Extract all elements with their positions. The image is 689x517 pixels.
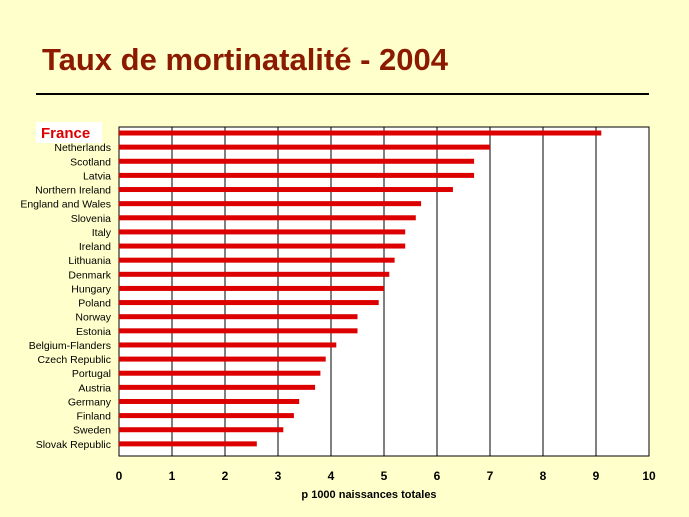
bar-slovenia xyxy=(119,215,416,221)
category-label: Ireland xyxy=(79,241,111,253)
x-tick-label: 8 xyxy=(540,469,547,483)
category-label: Austria xyxy=(78,382,111,394)
category-label: Netherlands xyxy=(54,142,111,154)
bar-austria xyxy=(119,384,316,390)
x-tick-label: 4 xyxy=(328,469,335,483)
category-label: Italy xyxy=(92,227,112,239)
x-tick-label: 9 xyxy=(593,469,600,483)
category-label: Poland xyxy=(78,298,111,310)
gridlines xyxy=(171,127,597,456)
category-label: Finland xyxy=(77,411,112,423)
bar-northern-ireland xyxy=(119,187,453,193)
category-label: Germany xyxy=(68,396,112,408)
x-tick-label: 1 xyxy=(169,469,176,483)
bar-lithuania xyxy=(119,257,395,263)
page-title: Taux de mortinatalité - 2004 xyxy=(42,42,448,77)
bar-ireland xyxy=(119,243,406,249)
x-tick-label: 5 xyxy=(381,469,388,483)
category-label: Czech Republic xyxy=(37,354,111,366)
bar-finland xyxy=(119,413,294,419)
bar-italy xyxy=(119,229,406,235)
bar-england-and-wales xyxy=(119,201,422,207)
title-divider xyxy=(36,93,649,95)
category-label: Portugal xyxy=(72,368,111,380)
bar-poland xyxy=(119,300,379,306)
bar-czech-republic xyxy=(119,356,326,362)
bar-netherlands xyxy=(119,144,490,150)
x-tick-label: 0 xyxy=(116,469,123,483)
x-tick-labels: 0 1 2 3 4 5 6 7 8 9 10 xyxy=(116,469,656,483)
x-tick-label: 10 xyxy=(642,469,656,483)
category-label: England and Wales xyxy=(20,199,111,211)
bar-portugal xyxy=(119,370,321,376)
bars-group xyxy=(119,130,602,447)
bar-france xyxy=(119,130,602,136)
category-label: Scotland xyxy=(70,156,111,168)
highlight-label-background xyxy=(36,122,102,143)
bar-scotland xyxy=(119,158,475,164)
bar-hungary xyxy=(119,285,384,291)
bar-slovak-republic xyxy=(119,441,257,447)
x-tick-label: 3 xyxy=(275,469,282,483)
x-axis-label: p 1000 naissances totales xyxy=(301,489,436,501)
bar-denmark xyxy=(119,271,390,277)
category-label: Lithuania xyxy=(68,255,111,267)
bar-germany xyxy=(119,398,300,404)
bar-estonia xyxy=(119,328,358,334)
bar-norway xyxy=(119,314,358,320)
bar-belgium-flanders xyxy=(119,342,337,348)
x-tick-label: 7 xyxy=(487,469,494,483)
category-label-highlight: France xyxy=(41,125,90,142)
bar-latvia xyxy=(119,172,475,178)
category-label: Northern Ireland xyxy=(35,185,111,197)
bar-sweden xyxy=(119,427,284,433)
category-label: Latvia xyxy=(83,170,111,182)
category-label: Sweden xyxy=(73,425,111,437)
category-label: Denmark xyxy=(68,269,111,281)
category-label: Slovenia xyxy=(71,213,111,225)
category-label: Slovak Republic xyxy=(36,439,111,451)
x-tick-label: 6 xyxy=(434,469,441,483)
x-tick-label: 2 xyxy=(222,469,229,483)
category-label: Belgium-Flanders xyxy=(29,340,111,352)
category-label: Norway xyxy=(75,312,111,324)
category-label: Hungary xyxy=(71,283,111,295)
category-label: Estonia xyxy=(76,326,111,338)
